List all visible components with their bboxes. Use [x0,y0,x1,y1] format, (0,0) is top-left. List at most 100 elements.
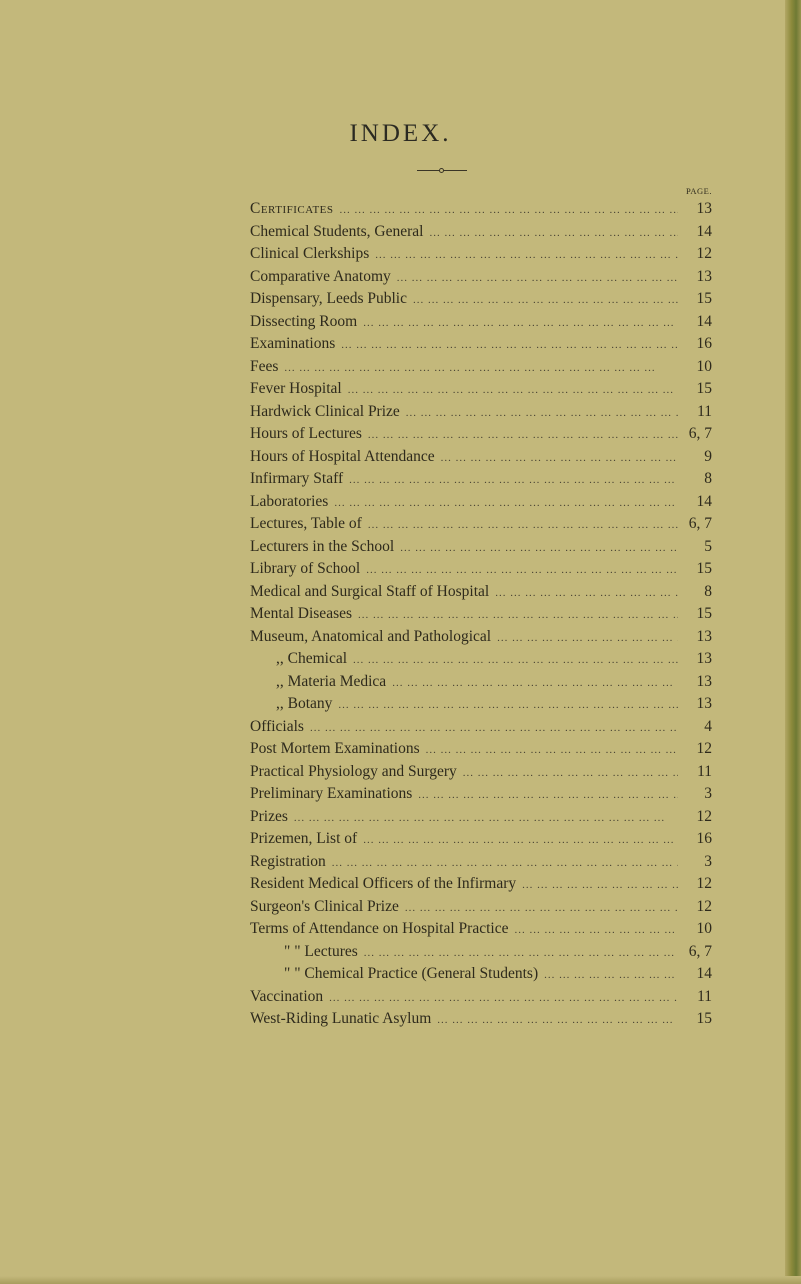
entry-label: Prizemen, List of [250,830,358,847]
entry-label: Practical Physiology and Surgery [250,762,457,780]
dot-leader [407,289,678,311]
entry-page-number: 15 [696,380,713,397]
entry-label: ,, Chemical [276,650,348,667]
entry-page-number: 3 [704,852,712,870]
index-entry: Library of School 15 [250,558,712,581]
entry-page-number: 12 [696,740,713,757]
index-entry: Registration 3 [250,851,712,874]
dot-leader [391,267,678,289]
dot-leader [431,1009,678,1031]
entry-label: West-Riding Lunatic Asylum [250,1010,432,1027]
entry-page-number: 14 [696,965,713,982]
entry-page-number: 15 [696,290,713,307]
dot-leader [334,199,678,221]
entry-label: Officials [250,717,304,735]
entry-page-number: 3 [704,785,712,802]
index-entry: Lectures, Table of 6, 7 [250,513,712,536]
entry-page-number: 10 [696,357,713,375]
dot-leader [412,784,678,806]
index-entry: Vaccination 11 [250,986,712,1009]
dot-leader [491,627,678,649]
dot-leader [435,447,678,469]
entry-label: " " Chemical Practice (General Students) [284,965,539,982]
entry-label: Laboratories [250,492,329,510]
page-edge [785,0,801,1284]
index-entry: Dissecting Room 14 [250,311,712,334]
index-entry: Prizes 12 [250,806,712,829]
entry-label: Certificates [250,200,334,217]
dot-leader [342,379,678,401]
index-entry: Clinical Clerkships 12 [250,243,712,266]
page-title: INDEX. [349,120,452,147]
entry-label: Museum, Anatomical and Pathological [250,627,492,645]
dot-leader [394,537,678,559]
index-entry: Medical and Surgical Staff of Hospital 8 [250,581,712,604]
entry-label: Hours of Hospital Attendance [250,447,435,465]
entry-label: Lectures, Table of [250,515,362,532]
dot-leader [400,402,678,424]
dot-leader [538,964,678,986]
dot-leader [457,762,678,784]
entry-page-number: 13 [696,200,713,217]
entry-page-number: 16 [696,335,713,352]
entry-label: Fever Hospital [250,380,342,397]
entry-page-number: 13 [696,627,713,645]
index-entry: Museum, Anatomical and Pathological 13 [250,626,712,649]
entry-page-number: 13 [696,695,713,712]
index-entry: Post Mortem Examinations 12 [250,738,712,761]
entry-label: Prizes [250,807,288,825]
index-entry: Fever Hospital 15 [250,378,712,401]
entry-page-number: 12 [696,897,713,915]
entry-page-number: 15 [696,1010,713,1027]
index-entry: Laboratories 14 [250,491,712,514]
ornamental-divider [417,168,467,173]
entry-page-number: 12 [696,807,713,825]
entry-label: Clinical Clerkships [250,245,370,262]
index-entry: ,, Chemical 13 [250,648,712,671]
dot-leader [360,559,678,581]
entry-label: Chemical Students, General [250,222,424,240]
entry-label: Terms of Attendance on Hospital Practice [250,920,509,937]
dot-leader [278,357,678,379]
index-entry: Hours of Hospital Attendance 9 [250,446,712,469]
entry-label: Hours of Lectures [250,425,362,442]
dot-leader [343,469,678,491]
index-entry: Lecturers in the School 5 [250,536,712,559]
entry-page-number: 15 [696,605,713,622]
index-entry: Fees 10 [250,356,712,379]
dot-leader [362,514,678,536]
index-entry: Hours of Lectures 6, 7 [250,423,712,446]
entry-label: Medical and Surgical Staff of Hospital [250,582,490,600]
index-entry: ,, Materia Medica 13 [250,671,712,694]
index-entry: Officials 4 [250,716,712,739]
entry-page-number: 14 [696,312,713,330]
entry-page-number: 4 [704,717,712,735]
dot-leader [326,852,678,874]
entry-page-number: 15 [696,560,713,577]
entry-label: Infirmary Staff [250,470,344,487]
entry-page-number: 11 [697,762,712,780]
index-entry: Hardwick Clinical Prize 11 [250,401,712,424]
index-entry: Chemical Students, General 14 [250,221,712,244]
entry-page-number: 14 [696,492,713,510]
index-entry: ,, Botany 13 [250,693,712,716]
index-entry: Infirmary Staff 8 [250,468,712,491]
entry-label: Fees [250,357,279,375]
entry-label: Mental Diseases [250,605,353,622]
index-entry: West-Riding Lunatic Asylum 15 [250,1008,712,1031]
entry-page-number: 6, 7 [688,515,712,532]
entry-page-number: 12 [696,245,713,262]
entry-page-number: 10 [696,920,713,937]
dot-leader [358,942,678,964]
index-entry: Mental Diseases 15 [250,603,712,626]
entry-page-number: 9 [704,447,712,465]
entry-label: Surgeon's Clinical Prize [250,897,399,915]
entry-page-number: 6, 7 [688,425,712,442]
index-entry: Surgeon's Clinical Prize 12 [250,896,712,919]
dot-leader [288,807,678,829]
page-column-header: PAGE. [685,186,712,196]
index-list: PAGE. Certificates 13 Chemical Students, G… [250,184,712,1031]
dot-leader [347,649,678,671]
dot-leader [335,334,678,356]
dot-leader [304,717,678,739]
